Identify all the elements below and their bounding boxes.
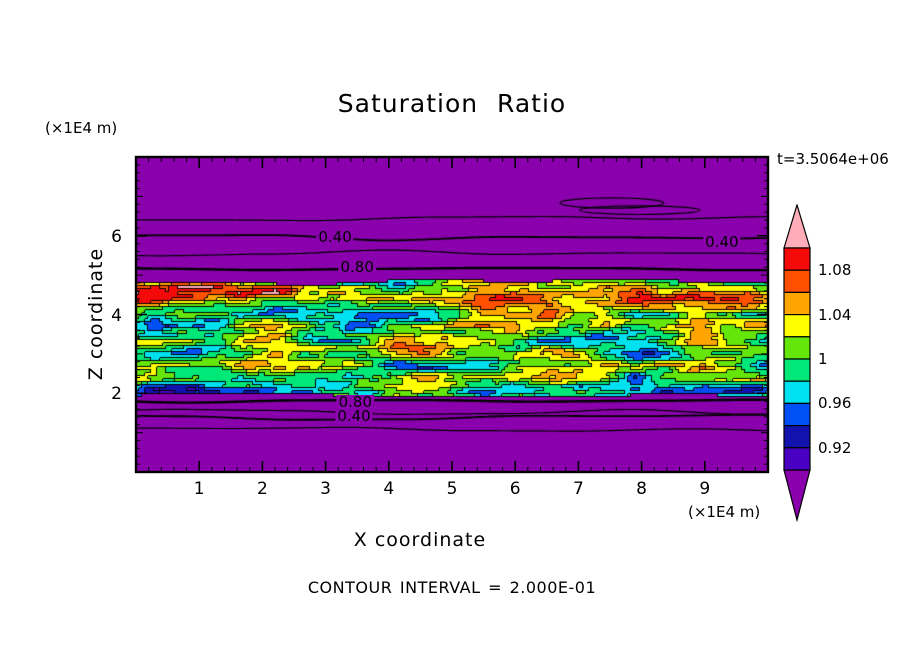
x-tick-label: 1 xyxy=(193,479,205,499)
z-tick-label: 2 xyxy=(111,384,122,405)
colorbar-block xyxy=(783,291,811,316)
y-axis-title: Z coordinate xyxy=(85,247,107,381)
contour-value-label: 0.80 xyxy=(336,392,374,411)
x-tick-label: 7 xyxy=(572,479,584,499)
colorbar-value-label: 1 xyxy=(818,350,828,368)
x-tick-label: 5 xyxy=(446,479,458,499)
colorbar-value-label: 1.04 xyxy=(818,305,852,324)
x-axis-unit-label: (×1E4 m) xyxy=(688,503,761,521)
contour-value-label: 0.80 xyxy=(338,258,376,277)
colorbar xyxy=(783,204,811,522)
contour-value-label: 0.40 xyxy=(316,227,354,246)
colorbar-block xyxy=(783,402,811,427)
x-tick-label: 8 xyxy=(636,479,648,499)
colorbar-arrow xyxy=(783,469,811,522)
colorbar-block xyxy=(783,336,811,360)
colorbar-block xyxy=(783,447,811,471)
contour-field-canvas xyxy=(136,157,768,472)
colorbar-block xyxy=(783,380,811,404)
colorbar-value-label: 1.08 xyxy=(818,261,852,280)
x-tick-label: 4 xyxy=(383,479,395,499)
colorbar-block xyxy=(783,425,811,449)
x-tick-label: 2 xyxy=(256,479,268,499)
x-tick-label: 6 xyxy=(509,479,521,499)
colorbar-block xyxy=(783,247,811,271)
x-axis-title: X coordinate xyxy=(353,529,487,551)
y-axis-unit-label: (×1E4 m) xyxy=(45,119,118,137)
colorbar-arrow xyxy=(783,204,811,249)
colorbar-block xyxy=(783,358,811,382)
chart-title: Saturation Ratio xyxy=(337,89,567,118)
colorbar-value-label: 0.96 xyxy=(818,394,852,413)
contour-value-label: 0.40 xyxy=(335,406,373,425)
contour-value-label: 0.40 xyxy=(703,232,741,251)
contour-interval-caption: CONTOUR INTERVAL = 2.000E-01 xyxy=(307,578,597,597)
time-stamp-label: t=3.5064e+06 xyxy=(777,150,889,168)
z-tick-label: 6 xyxy=(111,226,122,247)
x-tick-label: 9 xyxy=(699,479,711,499)
x-tick-label: 3 xyxy=(320,479,332,499)
colorbar-block xyxy=(783,269,811,293)
colorbar-block xyxy=(783,313,811,338)
colorbar-value-label: 0.92 xyxy=(818,438,852,457)
z-tick-label: 4 xyxy=(111,305,122,326)
